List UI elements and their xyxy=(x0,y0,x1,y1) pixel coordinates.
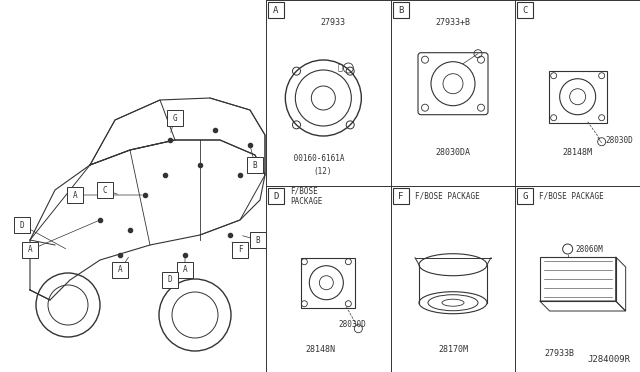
Text: 00160-6161A: 00160-6161A xyxy=(289,154,344,163)
FancyBboxPatch shape xyxy=(247,157,263,173)
Text: A: A xyxy=(273,6,278,15)
Text: F/BOSE
PACKAGE: F/BOSE PACKAGE xyxy=(290,186,323,206)
Text: D: D xyxy=(20,221,24,230)
FancyBboxPatch shape xyxy=(393,2,409,18)
Text: B: B xyxy=(256,235,260,244)
Text: J284009R: J284009R xyxy=(587,355,630,364)
Text: A: A xyxy=(73,190,77,199)
FancyBboxPatch shape xyxy=(177,262,193,278)
FancyBboxPatch shape xyxy=(162,272,178,288)
FancyBboxPatch shape xyxy=(418,53,488,115)
Text: 28170M: 28170M xyxy=(438,345,468,354)
FancyBboxPatch shape xyxy=(67,187,83,203)
FancyBboxPatch shape xyxy=(232,242,248,258)
FancyBboxPatch shape xyxy=(167,110,183,126)
Text: B: B xyxy=(398,6,403,15)
Text: 28030D: 28030D xyxy=(605,136,634,145)
Text: 27933B: 27933B xyxy=(545,349,575,358)
Text: C: C xyxy=(102,186,108,195)
FancyBboxPatch shape xyxy=(517,2,533,18)
FancyBboxPatch shape xyxy=(517,188,533,204)
FancyBboxPatch shape xyxy=(22,242,38,258)
FancyBboxPatch shape xyxy=(112,262,128,278)
Text: F: F xyxy=(398,192,403,201)
Text: Ⓢ: Ⓢ xyxy=(338,64,343,73)
FancyBboxPatch shape xyxy=(548,71,607,123)
FancyBboxPatch shape xyxy=(97,182,113,198)
Text: B: B xyxy=(253,160,257,170)
Text: 28060M: 28060M xyxy=(575,244,604,253)
FancyBboxPatch shape xyxy=(250,232,266,248)
Text: G: G xyxy=(173,113,177,122)
FancyBboxPatch shape xyxy=(301,258,355,308)
Text: 27933: 27933 xyxy=(321,18,346,27)
Text: (12): (12) xyxy=(313,167,332,176)
Text: C: C xyxy=(523,6,528,15)
FancyBboxPatch shape xyxy=(393,188,409,204)
FancyBboxPatch shape xyxy=(268,2,284,18)
FancyBboxPatch shape xyxy=(14,217,30,233)
Text: F/BOSE PACKAGE: F/BOSE PACKAGE xyxy=(415,192,479,201)
Text: 28148M: 28148M xyxy=(563,148,593,157)
Text: F/BOSE PACKAGE: F/BOSE PACKAGE xyxy=(540,192,604,201)
Text: D: D xyxy=(273,192,278,201)
FancyBboxPatch shape xyxy=(268,188,284,204)
Text: A: A xyxy=(28,246,32,254)
Text: A: A xyxy=(118,266,122,275)
Text: F: F xyxy=(237,246,243,254)
Text: 28030DA: 28030DA xyxy=(435,148,470,157)
Text: 28030D: 28030D xyxy=(339,320,366,329)
Text: D: D xyxy=(168,276,172,285)
Text: 27933+B: 27933+B xyxy=(435,18,470,27)
Text: 28148N: 28148N xyxy=(305,345,335,354)
Text: G: G xyxy=(523,192,528,201)
Bar xyxy=(540,257,616,301)
Text: A: A xyxy=(182,266,188,275)
